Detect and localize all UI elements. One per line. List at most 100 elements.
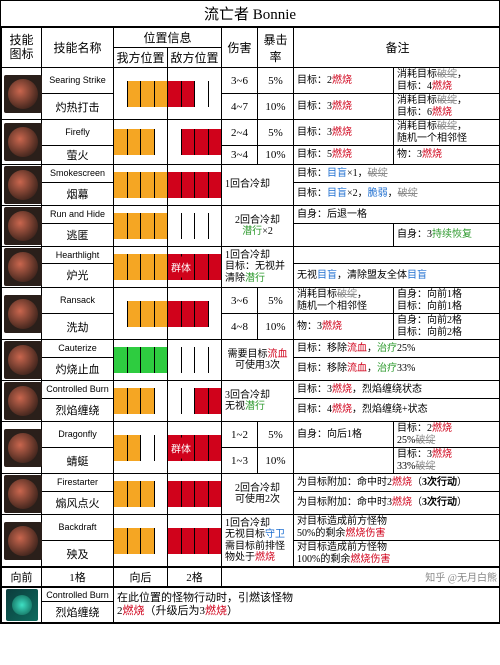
move-fwd-label: 向前 <box>2 568 42 587</box>
skill-icon <box>4 522 42 560</box>
skill-note2-up: 消耗目标破绽，目标：6燃烧 <box>394 94 500 120</box>
enemy-positions <box>168 206 222 247</box>
skill-cooldown: 1回合冷却 <box>222 165 294 206</box>
skill-name-en: Ransack <box>42 288 114 314</box>
skill-icon-cell <box>2 381 42 422</box>
skill-crit: 5% <box>258 68 294 94</box>
skill-icon-cell <box>2 422 42 474</box>
skill-crit: 5% <box>258 422 294 448</box>
skill-dmg: 3~6 <box>222 288 258 314</box>
watermark: 知乎 @无月白熊 <box>425 569 497 584</box>
col-crit: 暴击率 <box>258 28 294 68</box>
move-back-label: 向后 <box>114 568 168 587</box>
skill-cooldown: 1回合冷却目标：无视并清除潜行 <box>222 247 294 288</box>
skill-icon <box>4 166 42 204</box>
skill-note1: 目标：2燃烧 <box>294 68 394 94</box>
skill-note1-up <box>294 448 394 474</box>
skill-mid-note: 需要目标流血可使用3次 <box>222 340 294 381</box>
col-pos-ally: 我方位置 <box>114 48 168 68</box>
skill-name-cn: 烟幕 <box>42 182 114 205</box>
enemy-positions <box>168 474 222 515</box>
skill-crit-up: 10% <box>258 314 294 340</box>
skill-icon-cell <box>2 288 42 340</box>
skill-note1-up <box>294 223 394 246</box>
skill-name-en: Smokescreen <box>42 165 114 183</box>
ally-positions <box>114 422 168 474</box>
skill-note1: 目标：3燃烧 <box>294 120 394 146</box>
buff-row: Controlled Burn 在此位置的怪物行动时，引燃该怪物2燃烧（升级后为… <box>1 587 500 623</box>
enemy-positions <box>168 381 222 422</box>
skill-note2: 消耗目标破绽，目标：4燃烧 <box>394 68 500 94</box>
ally-positions <box>114 474 168 515</box>
buff-desc: 在此位置的怪物行动时，引燃该怪物2燃烧（升级后为3燃烧） <box>114 588 500 623</box>
skill-icon-cell <box>2 515 42 567</box>
skill-table-wrap: 流亡者 Bonnie 技能图标 技能名称 位置信息 伤害 暴击率 备注 我方位置… <box>0 0 500 624</box>
skill-icon <box>4 341 42 379</box>
skill-icon <box>4 475 42 513</box>
skill-icon-cell <box>2 206 42 247</box>
skill-dmg: 1~2 <box>222 422 258 448</box>
skill-name-cn: 洗劫 <box>42 314 114 340</box>
skill-mid-note: 2回合冷却潜行×2 <box>222 206 294 247</box>
buff-name-cn: 烈焰缠绕 <box>42 602 114 623</box>
enemy-positions <box>168 288 222 340</box>
skill-icon-cell <box>2 165 42 206</box>
col-icon: 技能图标 <box>2 28 42 68</box>
buff-name-en: Controlled Burn <box>42 588 114 602</box>
skill-name-en: Run and Hide <box>42 206 114 224</box>
move-back-val: 2格 <box>168 568 222 587</box>
skill-note: 自身：后退一格 <box>294 206 500 224</box>
skill-icon-cell <box>2 120 42 165</box>
skill-name-cn: 烈焰缠绕 <box>42 398 114 421</box>
enemy-positions <box>168 515 222 567</box>
col-name: 技能名称 <box>42 28 114 68</box>
skill-note1-up: 目标：3燃烧 <box>294 94 394 120</box>
table-body: Searing Strike3~65%目标：2燃烧消耗目标破绽，目标：4燃烧灼热… <box>2 68 500 567</box>
skill-mid-note: 2回合冷却可使用2次 <box>222 474 294 515</box>
skill-note-up: 对目标造成前方怪物100%的剩余燃烧伤害 <box>294 541 500 567</box>
skills-table: 技能图标 技能名称 位置信息 伤害 暴击率 备注 我方位置 敌方位置 Seari… <box>1 27 500 567</box>
movement-row: 向前 1格 向后 2格 知乎 @无月白熊 <box>1 567 500 587</box>
skill-name-en: Controlled Burn <box>42 381 114 399</box>
skill-crit: 5% <box>258 288 294 314</box>
skill-icon <box>4 75 42 113</box>
skill-note1: 消耗目标破绽，随机一个相邻怪 <box>294 288 394 314</box>
ally-positions <box>114 340 168 381</box>
skill-note1-up: 目标：5燃烧 <box>294 146 394 165</box>
skill-note: 目标：目盲×1，破绽 <box>294 165 500 183</box>
move-fwd-val: 1格 <box>42 568 114 587</box>
skill-note-up: 目标：移除流血，治疗33% <box>294 357 500 380</box>
skill-cooldown: 1回合冷却无视目标守卫需目标前排怪物处于燃烧 <box>222 515 294 567</box>
skill-name-en: Dragonfly <box>42 422 114 448</box>
skill-name-cn: 灼烧止血 <box>42 357 114 380</box>
skill-note1: 自身：向后1格 <box>294 422 394 448</box>
skill-name-cn: 蜻蜓 <box>42 448 114 474</box>
skill-name-cn: 逃匿 <box>42 223 114 246</box>
enemy-positions <box>168 340 222 381</box>
skill-note-up: 目标：目盲×2，脆弱，破绽 <box>294 182 500 205</box>
skill-note2-up: 自身：3持续恢复 <box>394 223 500 246</box>
skill-name-cn: 萤火 <box>42 146 114 165</box>
skill-note-up: 为目标附加：命中时3燃烧（3次行动） <box>294 491 500 514</box>
skill-icon <box>4 123 42 161</box>
skill-dmg: 2~4 <box>222 120 258 146</box>
ally-positions <box>114 381 168 422</box>
skill-name-en: Firestarter <box>42 474 114 492</box>
col-note: 备注 <box>294 28 500 68</box>
skill-icon <box>4 248 42 286</box>
skill-note1-up: 物：3燃烧 <box>294 314 394 340</box>
ally-positions <box>114 515 168 567</box>
skill-icon-cell <box>2 68 42 120</box>
skill-note-up: 无视目盲，清除盟友全体目盲 <box>294 263 500 287</box>
skill-crit-up: 10% <box>258 94 294 120</box>
skill-note2: 自身：向前1格目标：向前1格 <box>394 288 500 314</box>
skill-dmg-up: 3~4 <box>222 146 258 165</box>
skill-dmg-up: 1~3 <box>222 448 258 474</box>
skill-crit-up: 10% <box>258 448 294 474</box>
page-title: 流亡者 Bonnie <box>1 1 499 27</box>
table-header: 技能图标 技能名称 位置信息 伤害 暴击率 备注 我方位置 敌方位置 <box>2 28 500 68</box>
enemy-positions: 群体 <box>168 247 222 288</box>
skill-icon <box>4 382 42 420</box>
skill-note-up: 目标：4燃烧，烈焰缠绕+状态 <box>294 398 500 421</box>
skill-cooldown: 3回合冷却无视潜行 <box>222 381 294 422</box>
